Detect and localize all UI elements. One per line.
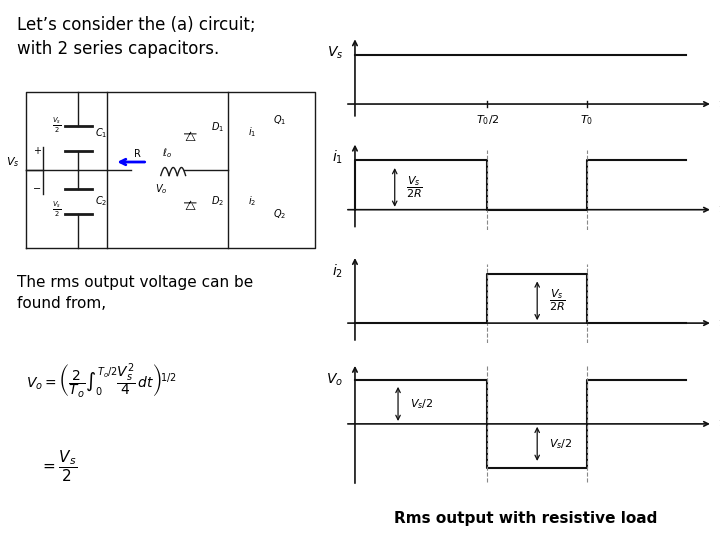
Text: $\ell_o$: $\ell_o$	[163, 146, 172, 160]
Text: $= \dfrac{V_s}{2}$: $= \dfrac{V_s}{2}$	[40, 448, 77, 484]
Text: +: +	[33, 146, 42, 156]
Text: $i_1$: $i_1$	[332, 149, 343, 166]
Text: $\dfrac{V_s}{2R}$: $\dfrac{V_s}{2R}$	[406, 175, 423, 200]
Text: $D_2$: $D_2$	[211, 194, 224, 208]
Text: −: −	[33, 184, 42, 194]
Text: $V_s$: $V_s$	[6, 156, 20, 169]
Text: $\frac{V_s}{2}$: $\frac{V_s}{2}$	[53, 116, 62, 136]
Text: $t$: $t$	[718, 98, 720, 111]
Text: $i_2$: $i_2$	[333, 262, 343, 280]
Text: R: R	[134, 148, 141, 159]
Text: $T_0$: $T_0$	[580, 113, 593, 127]
Text: $V_o$: $V_o$	[326, 372, 343, 388]
Text: Rms output with resistive load: Rms output with resistive load	[394, 511, 657, 526]
Text: $Q_1$: $Q_1$	[274, 113, 287, 127]
Text: $V_o = \left( \dfrac{2}{T_o} \int_0^{T_o/2} \dfrac{V_s^2}{4} \, dt \right)^{\!1/: $V_o = \left( \dfrac{2}{T_o} \int_0^{T_o…	[27, 362, 177, 401]
Text: $Q_2$: $Q_2$	[274, 207, 287, 221]
Text: $\triangleright\!\!|$: $\triangleright\!\!|$	[183, 130, 199, 141]
Text: $\frac{V_s}{2}$: $\frac{V_s}{2}$	[53, 199, 62, 219]
Text: $t$: $t$	[718, 203, 720, 216]
Text: $D_1$: $D_1$	[211, 120, 224, 134]
Text: $t$: $t$	[718, 417, 720, 430]
Text: $t$: $t$	[718, 316, 720, 329]
Text: $V_s/2$: $V_s/2$	[549, 437, 572, 451]
Text: $\triangleright\!\!|$: $\triangleright\!\!|$	[183, 199, 199, 211]
Text: The rms output voltage can be
found from,: The rms output voltage can be found from…	[17, 275, 253, 312]
Text: $V_s/2$: $V_s/2$	[410, 397, 433, 411]
Text: $V_o$: $V_o$	[155, 181, 167, 195]
Text: $C_1$: $C_1$	[95, 126, 107, 140]
Text: $C_2$: $C_2$	[95, 194, 107, 208]
Text: $V_s$: $V_s$	[327, 44, 343, 60]
Text: Let’s consider the (a) circuit;
with 2 series capacitors.: Let’s consider the (a) circuit; with 2 s…	[17, 16, 255, 58]
Text: $i_2$: $i_2$	[248, 194, 256, 208]
Text: $i_1$: $i_1$	[248, 126, 256, 139]
Text: $\dfrac{V_s}{2R}$: $\dfrac{V_s}{2R}$	[549, 288, 566, 313]
Text: $T_0/2$: $T_0/2$	[476, 113, 499, 127]
